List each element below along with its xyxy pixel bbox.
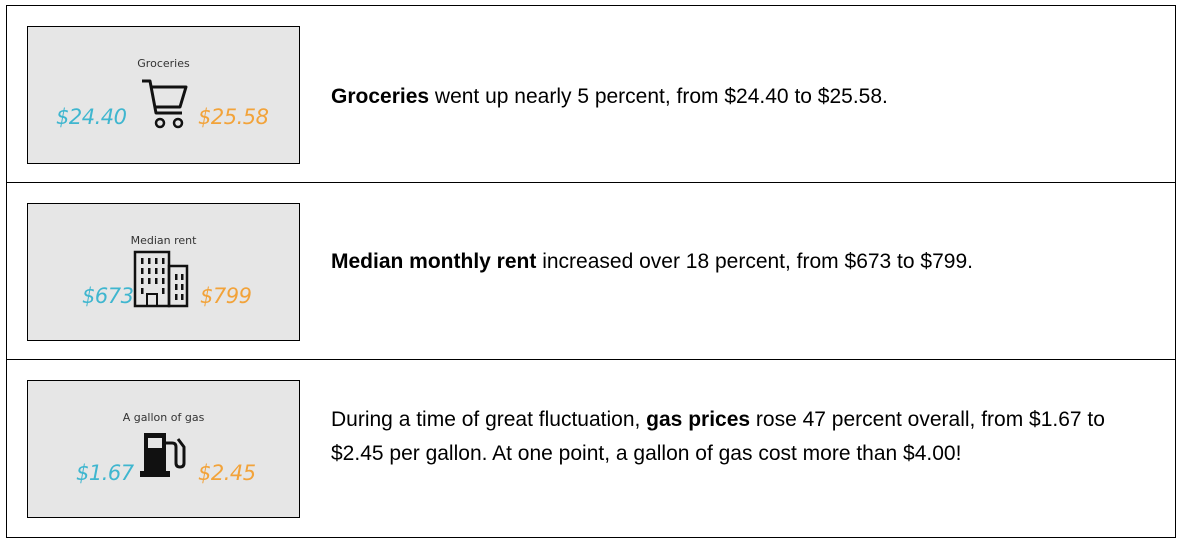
description-bold: Median monthly rent (331, 250, 537, 273)
description-pre: During a time of great fluctuation, (331, 408, 647, 431)
median-rent-card: Median rent $673 $799 (27, 203, 300, 341)
table-row: Groceries $24.40 $25.58 Groceries went u… (7, 6, 1175, 183)
new-value: $25.58 (198, 105, 269, 129)
gas-card: A gallon of gas $1.67 $2.45 (27, 380, 300, 518)
table-row: Median rent $673 $799 Median monthly ren… (7, 183, 1175, 360)
description-bold: Groceries (331, 85, 430, 108)
card-title: A gallon of gas (122, 411, 205, 424)
median-rent-description: Median monthly rent increased over 18 pe… (331, 245, 1161, 279)
gas-pump-icon (140, 433, 186, 477)
card-title: Median rent (130, 234, 197, 247)
old-value: $1.67 (76, 461, 134, 485)
description-text: increased over 18 percent, from $673 to … (536, 250, 973, 273)
description-text: went up nearly 5 percent, from $24.40 to… (429, 85, 888, 108)
building-icon (133, 250, 189, 308)
groceries-description: Groceries went up nearly 5 percent, from… (331, 80, 1161, 114)
new-value: $799 (200, 284, 252, 308)
comparison-table: Groceries $24.40 $25.58 Groceries went u… (6, 5, 1176, 538)
shopping-cart-icon (142, 79, 188, 129)
old-value: $24.40 (56, 105, 127, 129)
description-bold: gas prices (646, 408, 751, 431)
new-value: $2.45 (198, 461, 256, 485)
gas-description: During a time of great fluctuation, gas … (331, 403, 1161, 471)
card-title: Groceries (137, 57, 190, 70)
table-row: A gallon of gas $1.67 $2.45 During a tim… (7, 360, 1175, 537)
groceries-card: Groceries $24.40 $25.58 (27, 26, 300, 164)
old-value: $673 (82, 284, 134, 308)
description-text: rose 47 percent overall, from $1.67 to $… (331, 408, 1105, 465)
